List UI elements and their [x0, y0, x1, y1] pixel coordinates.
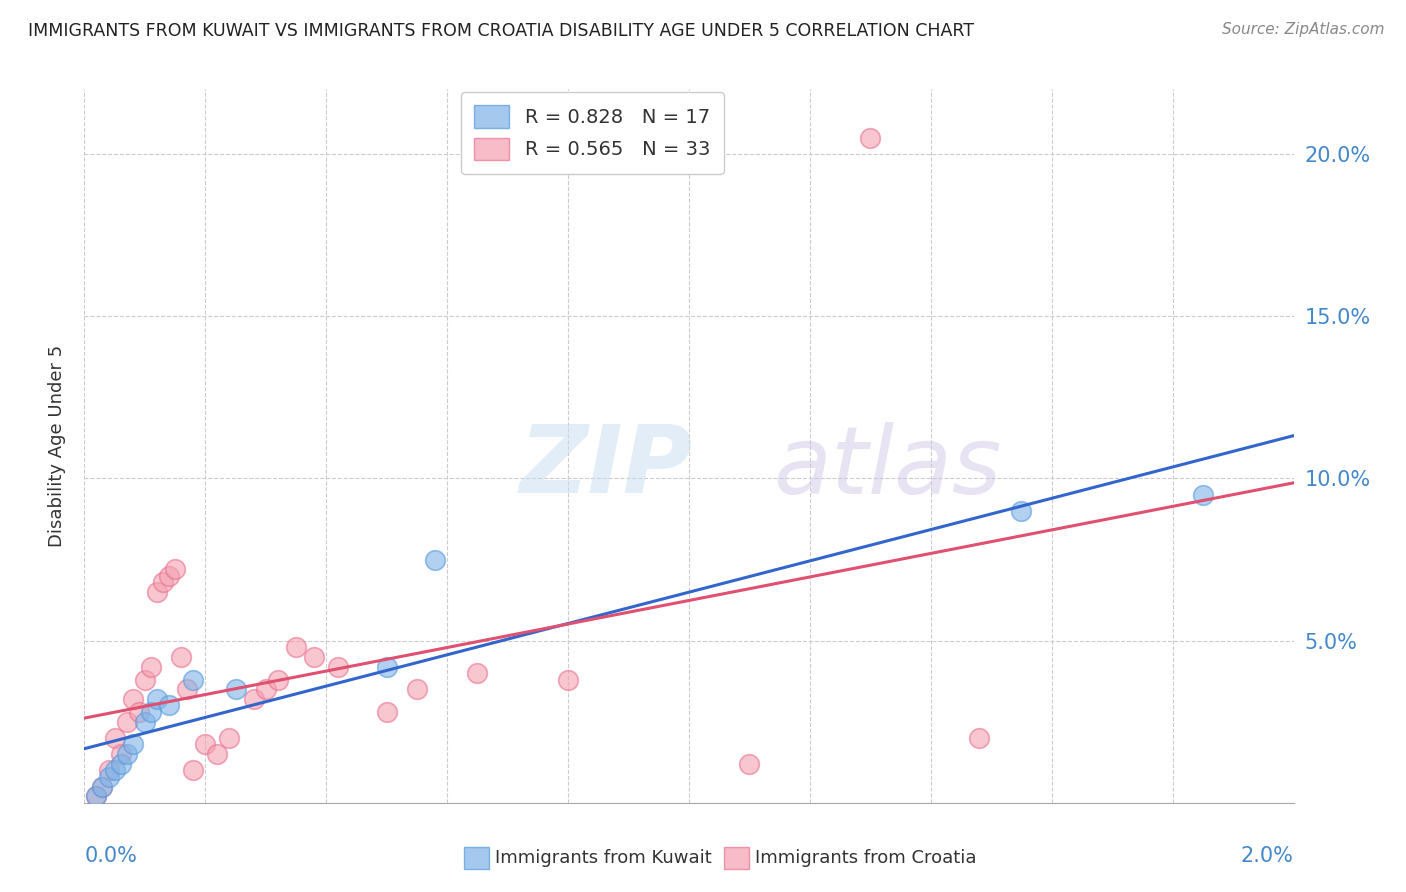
Point	[254, 682, 277, 697]
Point	[557, 673, 579, 687]
Point	[218, 731, 240, 745]
Point	[194, 738, 217, 752]
Point	[86, 789, 108, 804]
Point	[375, 705, 398, 719]
Text: Immigrants from Kuwait: Immigrants from Kuwait	[495, 849, 711, 867]
Point	[406, 682, 429, 697]
Point	[104, 764, 127, 778]
Point	[115, 747, 138, 761]
Point	[165, 562, 187, 576]
Point	[1192, 488, 1215, 502]
Point	[467, 666, 489, 681]
Point	[134, 714, 156, 729]
Point	[139, 705, 162, 719]
Point	[146, 585, 169, 599]
Point	[267, 673, 290, 687]
Point	[110, 756, 132, 771]
Point	[134, 673, 156, 687]
Point	[110, 747, 132, 761]
Point	[121, 738, 143, 752]
Point	[97, 770, 120, 784]
Point	[139, 659, 162, 673]
Point	[97, 764, 120, 778]
Text: 0.0%: 0.0%	[84, 846, 138, 865]
Point	[328, 659, 350, 673]
Text: 2.0%: 2.0%	[1240, 846, 1294, 865]
Point	[157, 568, 180, 582]
Point	[91, 780, 114, 794]
Point	[121, 692, 143, 706]
Point	[176, 682, 198, 697]
Point	[423, 552, 446, 566]
Text: Source: ZipAtlas.com: Source: ZipAtlas.com	[1222, 22, 1385, 37]
Point	[1011, 504, 1033, 518]
Legend: R = 0.828   N = 17, R = 0.565   N = 33: R = 0.828 N = 17, R = 0.565 N = 33	[461, 92, 724, 174]
Point	[225, 682, 247, 697]
Text: Immigrants from Croatia: Immigrants from Croatia	[755, 849, 977, 867]
Text: atlas: atlas	[773, 422, 1002, 513]
Point	[170, 649, 193, 664]
Point	[738, 756, 761, 771]
Point	[146, 692, 169, 706]
Point	[104, 731, 127, 745]
Point	[207, 747, 229, 761]
Point	[375, 659, 398, 673]
Point	[115, 714, 138, 729]
Point	[967, 731, 990, 745]
Text: ZIP: ZIP	[520, 421, 693, 514]
Point	[128, 705, 150, 719]
Point	[152, 575, 174, 590]
Text: IMMIGRANTS FROM KUWAIT VS IMMIGRANTS FROM CROATIA DISABILITY AGE UNDER 5 CORRELA: IMMIGRANTS FROM KUWAIT VS IMMIGRANTS FRO…	[28, 22, 974, 40]
Point	[242, 692, 264, 706]
Point	[157, 698, 180, 713]
Point	[302, 649, 325, 664]
Point	[859, 131, 882, 145]
Point	[86, 789, 108, 804]
Point	[181, 673, 204, 687]
Point	[91, 780, 114, 794]
Point	[284, 640, 308, 654]
Y-axis label: Disability Age Under 5: Disability Age Under 5	[48, 345, 66, 547]
Point	[181, 764, 204, 778]
